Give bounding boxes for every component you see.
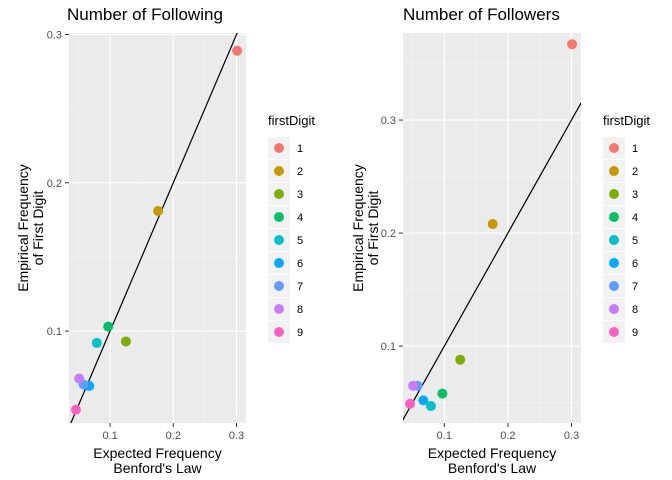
legend-swatch-5 [274, 235, 284, 245]
legend-label: 5 [632, 235, 638, 247]
data-point-4 [103, 321, 114, 332]
legend-label: 1 [297, 143, 303, 155]
legend-swatch-4 [609, 212, 619, 222]
data-point-3 [120, 336, 131, 347]
data-point-2 [153, 205, 164, 216]
data-point-8 [74, 373, 85, 384]
legend-swatch-2 [274, 166, 284, 176]
data-point-6 [418, 395, 429, 406]
legend-label: 7 [297, 281, 303, 293]
chart-title: Number of Following [67, 5, 223, 24]
y-tick-label: 0.3 [381, 115, 396, 127]
x-axis-title: Benford's Law [448, 460, 537, 476]
legend-swatch-3 [609, 189, 619, 199]
x-tick-label: 0.2 [166, 430, 181, 442]
legend-label: 2 [632, 166, 638, 178]
x-tick-label: 0.1 [102, 430, 117, 442]
data-point-9 [404, 398, 415, 409]
legend-swatch-8 [609, 304, 619, 314]
y-tick-label: 0.1 [381, 341, 396, 353]
y-tick-label: 0.2 [47, 178, 62, 190]
x-axis-title: Expected Frequency [93, 445, 221, 461]
legend-swatch-5 [609, 235, 619, 245]
legend-label: 3 [632, 189, 638, 201]
y-tick-label: 0.2 [381, 228, 396, 240]
data-point-1 [232, 45, 243, 56]
data-point-9 [70, 404, 81, 415]
legend-label: 4 [297, 212, 303, 224]
legend-swatch-7 [609, 281, 619, 291]
legend-swatch-2 [609, 166, 619, 176]
legend-swatch-8 [274, 304, 284, 314]
legend-swatch-4 [274, 212, 284, 222]
legend-label: 5 [297, 235, 303, 247]
legend-swatch-6 [274, 258, 284, 268]
legend-swatch-6 [609, 258, 619, 268]
x-axis-title: Benford's Law [113, 460, 202, 476]
x-tick-label: 0.2 [500, 430, 515, 442]
legend-label: 7 [632, 281, 638, 293]
legend-title: firstDigit [268, 113, 315, 128]
chart-following: 0.1 0.2 0.3 0.1 0.2 0.3 Number of Following Exp… [15, 5, 315, 476]
legend-label: 8 [632, 304, 638, 316]
data-point-3 [455, 354, 466, 365]
legend-label: 4 [632, 212, 638, 224]
legend-label: 9 [297, 327, 303, 339]
legend-swatch-9 [609, 327, 619, 337]
legend-label: 8 [297, 304, 303, 316]
y-axis-title: Empirical Frequency [350, 164, 366, 292]
chart-followers: 0.1 0.2 0.3 0.1 0.2 0.3 Number of Followers Exp… [350, 5, 650, 476]
x-tick-label: 0.1 [437, 430, 452, 442]
legend-title: firstDigit [603, 113, 650, 128]
legend-label: 2 [297, 166, 303, 178]
legend-label: 6 [297, 258, 303, 270]
data-point-1 [567, 39, 578, 50]
y-axis-title: Empirical Frequency [15, 164, 31, 292]
data-point-2 [487, 219, 498, 230]
legend-label: 1 [632, 143, 638, 155]
legend-swatch-7 [274, 281, 284, 291]
data-point-5 [91, 337, 102, 348]
y-axis-title: of First Digit [30, 191, 46, 266]
data-point-5 [425, 401, 436, 412]
legend-swatch-3 [274, 189, 284, 199]
chart-title: Number of Followers [403, 5, 560, 24]
y-tick-label: 0.3 [47, 29, 62, 41]
legend-label: 6 [632, 258, 638, 270]
legend-swatch-1 [609, 143, 619, 153]
x-tick-label: 0.3 [564, 430, 579, 442]
reference-line [403, 101, 581, 421]
legend-label: 9 [632, 327, 638, 339]
legend-label: 3 [297, 189, 303, 201]
legend-swatch-9 [274, 327, 284, 337]
legend-swatch-1 [274, 143, 284, 153]
x-tick-label: 0.3 [229, 430, 244, 442]
x-axis-title: Expected Frequency [428, 445, 556, 461]
y-axis-title: of First Digit [365, 191, 381, 266]
data-point-8 [408, 380, 419, 391]
y-tick-label: 0.1 [47, 326, 62, 338]
data-point-4 [437, 388, 448, 399]
